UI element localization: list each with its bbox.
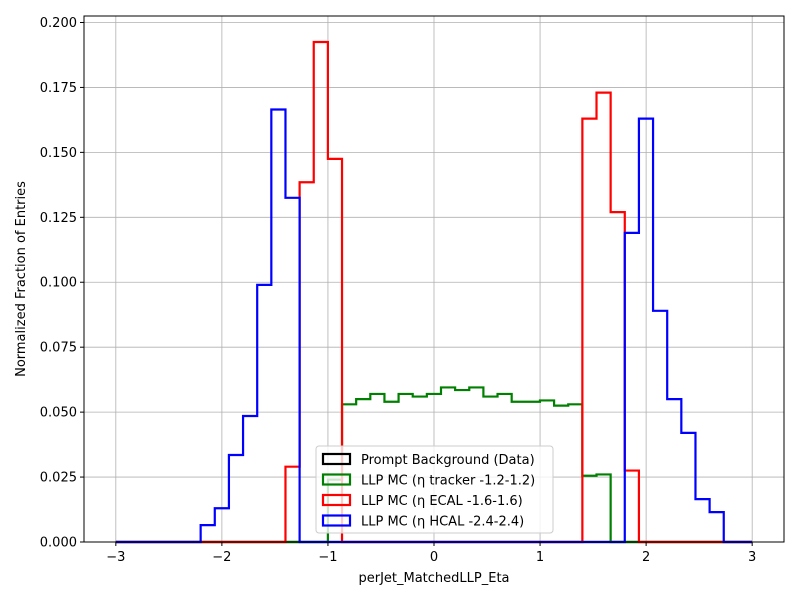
y-tick-label: 0.100 [40, 276, 77, 291]
legend-label: LLP MC (η ECAL -1.6-1.6) [361, 494, 523, 509]
y-axis-ticks: 0.000 0.025 0.050 0.075 0.100 0.125 0.150 0.175… [40, 16, 84, 551]
legend: Prompt Background (Data) LLP MC (η tracke… [315, 445, 554, 534]
y-tick-label: 0.125 [40, 211, 77, 226]
x-tick-label: 2 [642, 550, 650, 565]
x-tick-label: −2 [212, 550, 231, 565]
x-tick-label: 0 [430, 550, 438, 565]
y-tick-label: 0.075 [40, 341, 77, 356]
x-tick-label: −1 [318, 550, 337, 565]
x-axis-ticks: −3 −2 −1 0 1 2 3 [106, 542, 756, 565]
y-tick-label: 0.025 [40, 471, 77, 486]
legend-box [315, 445, 554, 534]
grid [84, 16, 784, 543]
x-tick-label: −3 [106, 550, 125, 565]
y-tick-label: 0.150 [40, 146, 77, 161]
y-tick-label: 0.200 [40, 16, 77, 31]
legend-swatch [321, 452, 352, 466]
legend-label: LLP MC (η tracker -1.2-1.2) [361, 474, 535, 489]
x-tick-label: 1 [536, 550, 544, 565]
y-tick-label: 0.175 [40, 81, 77, 96]
y-tick-label: 0.000 [40, 536, 77, 551]
y-tick-label: 0.050 [40, 406, 77, 421]
legend-label: Prompt Background (Data) [361, 453, 535, 468]
y-axis-label: Normalized Fraction of Entries [14, 181, 29, 377]
x-axis-label: perJet_MatchedLLP_Eta [358, 571, 509, 586]
legend-swatch [321, 493, 352, 507]
x-tick-label: 3 [748, 550, 756, 565]
legend-label: LLP MC (η HCAL -2.4-2.4) [361, 515, 524, 530]
legend-swatch [321, 473, 352, 486]
legend-swatch [321, 514, 352, 527]
